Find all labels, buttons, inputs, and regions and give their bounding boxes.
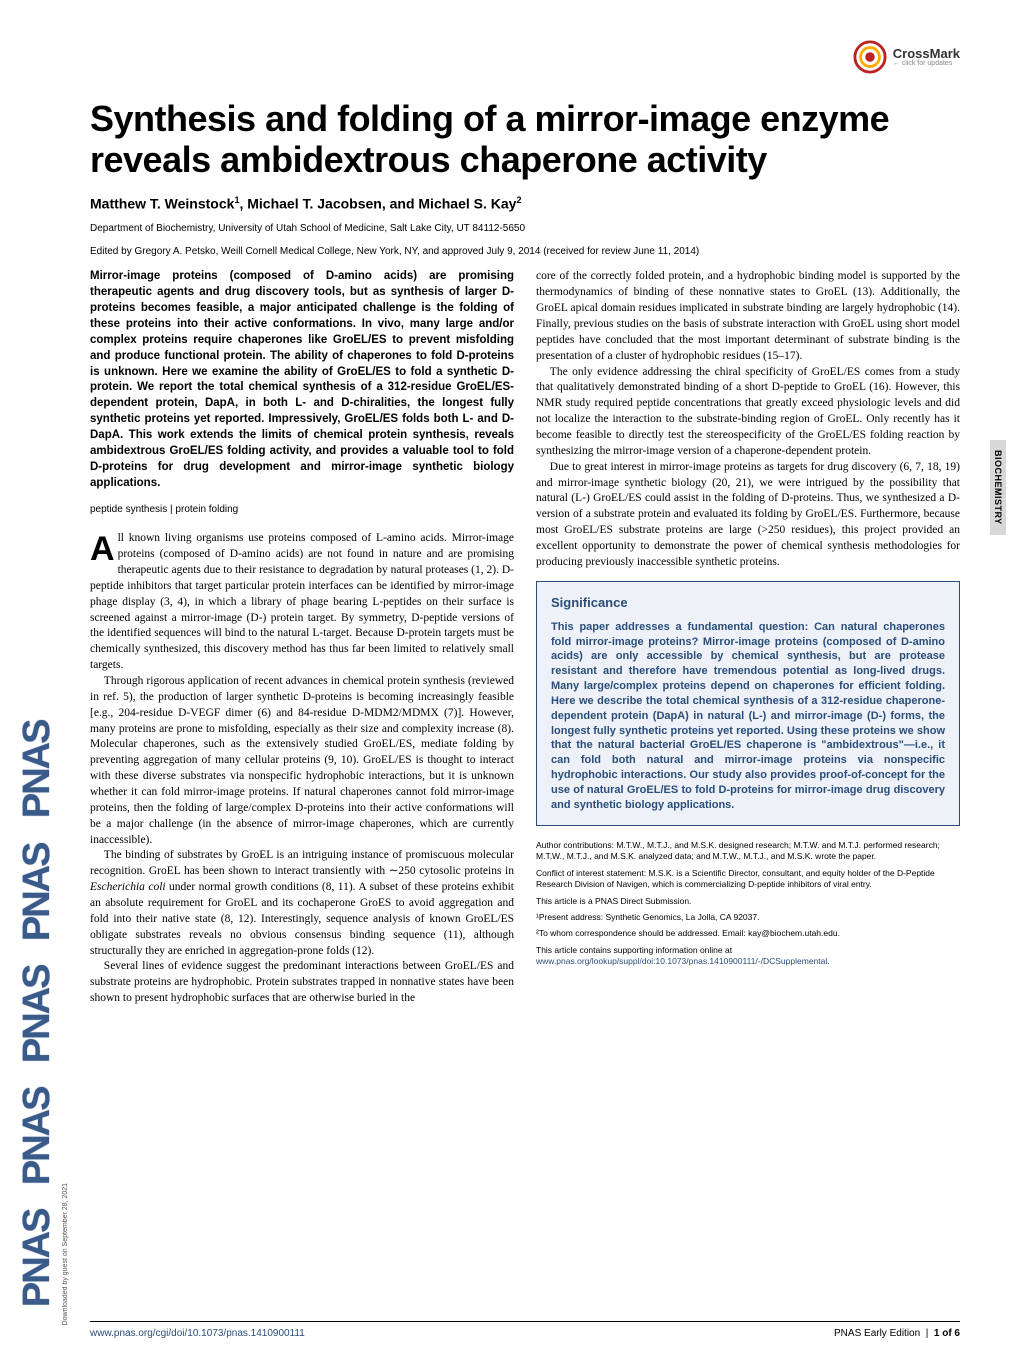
significance-text: This paper addresses a fundamental quest… <box>551 620 945 813</box>
body-r3: Due to great interest in mirror-image pr… <box>536 460 960 571</box>
fn-addr2: ²To whom correspondence should be addres… <box>536 928 960 939</box>
article-page: PNAS PNAS PNAS PNAS PNAS Downloaded by g… <box>0 0 1020 1365</box>
left-column: Mirror-image proteins (composed of D-ami… <box>90 269 514 1007</box>
footer-doi-link[interactable]: www.pnas.org/cgi/doi/10.1073/pnas.141090… <box>90 1328 305 1339</box>
footnotes: Author contributions: M.T.W., M.T.J., an… <box>536 840 960 968</box>
fn-supp-pre: This article contains supporting informa… <box>536 945 732 955</box>
fn-direct: This article is a PNAS Direct Submission… <box>536 896 960 907</box>
authors-line: Matthew T. Weinstock1, Michael T. Jacobs… <box>90 195 960 212</box>
dropcap: A <box>90 531 118 564</box>
two-column-body: Mirror-image proteins (composed of D-ami… <box>90 269 960 1007</box>
article-title: Synthesis and folding of a mirror-image … <box>90 98 960 181</box>
body-p1: All known living organisms use proteins … <box>90 531 514 674</box>
abstract: Mirror-image proteins (composed of D-ami… <box>90 269 514 491</box>
pnas-repeat: PNAS <box>16 1209 59 1307</box>
body-r1: core of the correctly folded protein, an… <box>536 269 960 364</box>
crossmark-badge[interactable]: CrossMark ← click for updates <box>853 40 960 74</box>
pnas-repeat: PNAS <box>16 843 59 941</box>
downloaded-note: Downloaded by guest on September 28, 202… <box>62 1183 69 1325</box>
significance-heading: Significance <box>551 594 945 612</box>
body-p2: Through rigorous application of recent a… <box>90 674 514 848</box>
footer-bar: www.pnas.org/cgi/doi/10.1073/pnas.141090… <box>90 1321 960 1339</box>
pnas-repeat: PNAS <box>16 721 59 819</box>
fn-supp: This article contains supporting informa… <box>536 945 960 968</box>
category-label: BIOCHEMISTRY <box>990 440 1006 535</box>
fn-supp-post: . <box>827 956 829 966</box>
footer-pageinfo: PNAS Early Edition | 1 of 6 <box>834 1328 960 1339</box>
affiliation: Department of Biochemistry, University o… <box>90 223 960 234</box>
crossmark-icon <box>853 40 887 74</box>
fn-contrib: Author contributions: M.T.W., M.T.J., an… <box>536 840 960 863</box>
body-right: core of the correctly folded protein, an… <box>536 269 960 570</box>
body-p3: The binding of substrates by GroEL is an… <box>90 848 514 959</box>
fn-conflict: Conflict of interest statement: M.S.K. i… <box>536 868 960 891</box>
pnas-repeat: PNAS <box>16 1087 59 1185</box>
body-r2: The only evidence addressing the chiral … <box>536 365 960 460</box>
right-column: core of the correctly folded protein, an… <box>536 269 960 1007</box>
crossmark-labels: CrossMark ← click for updates <box>893 47 960 67</box>
fn-supp-link[interactable]: www.pnas.org/lookup/suppl/doi:10.1073/pn… <box>536 956 827 966</box>
pnas-repeat: PNAS <box>16 965 59 1063</box>
body-left: All known living organisms use proteins … <box>90 531 514 1007</box>
crossmark-text: CrossMark <box>893 47 960 60</box>
body-p4: Several lines of evidence suggest the pr… <box>90 959 514 1007</box>
body-p1-text: ll known living organisms use proteins c… <box>90 532 514 671</box>
keywords: peptide synthesis | protein folding <box>90 503 514 517</box>
footer-left: www.pnas.org/cgi/doi/10.1073/pnas.141090… <box>90 1328 305 1339</box>
significance-box: Significance This paper addresses a fund… <box>536 581 960 826</box>
pnas-vertical-logo: PNAS PNAS PNAS PNAS PNAS <box>16 713 59 1315</box>
crossmark-sub: ← click for updates <box>893 60 953 67</box>
pnas-sidebar: PNAS PNAS PNAS PNAS PNAS <box>10 100 65 1315</box>
footer-right: PNAS Early Edition | 1 of 6 <box>834 1328 960 1339</box>
fn-addr1: ¹Present address: Synthetic Genomics, La… <box>536 912 960 923</box>
edited-by: Edited by Gregory A. Petsko, Weill Corne… <box>90 246 960 257</box>
